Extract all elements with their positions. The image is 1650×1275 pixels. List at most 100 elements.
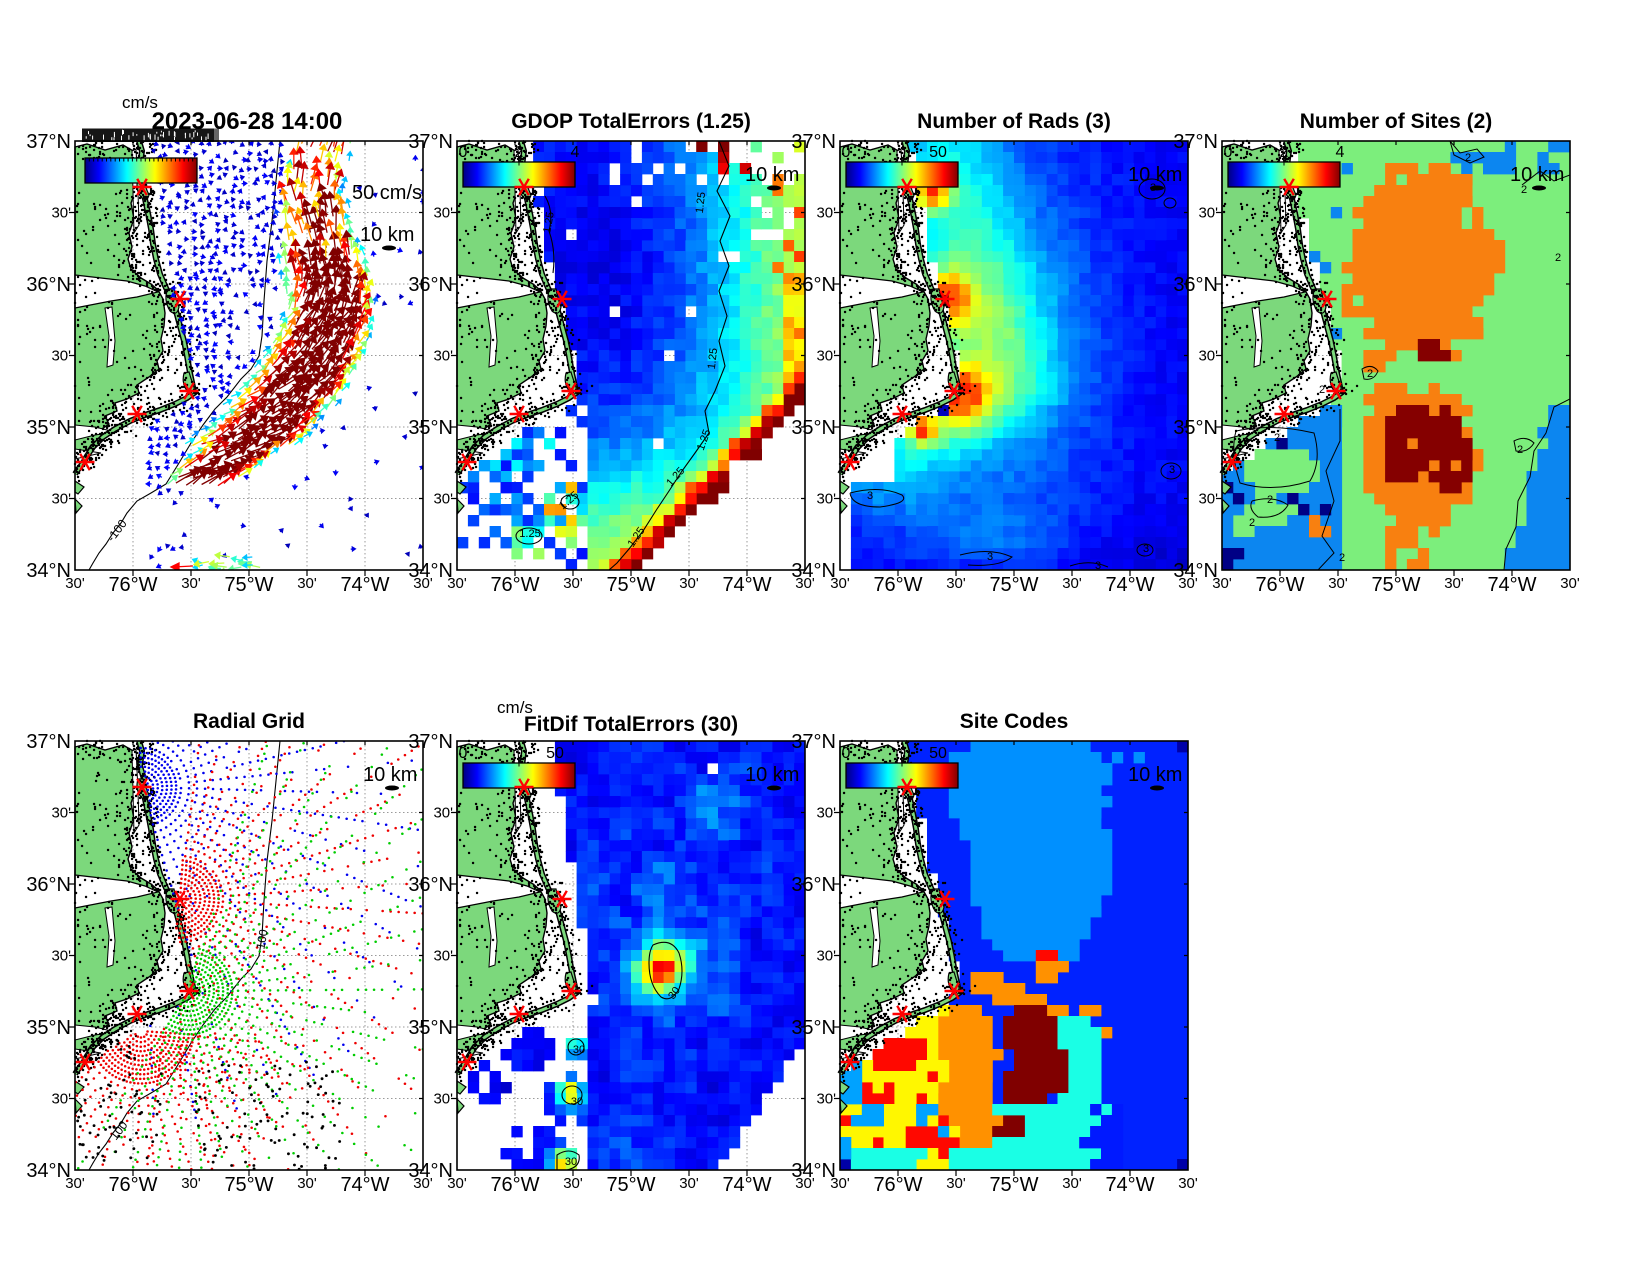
svg-text:3: 3: [1095, 560, 1101, 572]
svg-text:30': 30': [816, 491, 836, 508]
svg-text:3: 3: [1169, 464, 1175, 476]
svg-text:30': 30': [1178, 1175, 1198, 1192]
svg-text:cm/s: cm/s: [122, 93, 158, 112]
svg-text:30': 30': [413, 575, 433, 592]
svg-text:2: 2: [515, 144, 524, 161]
svg-text:30: 30: [573, 1044, 585, 1056]
svg-text:30': 30': [816, 348, 836, 365]
svg-text:34°N: 34°N: [408, 560, 453, 582]
svg-text:4: 4: [571, 144, 580, 161]
svg-text:1.25: 1.25: [519, 528, 540, 540]
svg-text:75°W: 75°W: [606, 574, 655, 596]
svg-text:37°N: 37°N: [26, 131, 71, 153]
svg-text:30': 30': [816, 805, 836, 822]
svg-text:30': 30': [679, 1175, 699, 1192]
svg-text:36°N: 36°N: [1173, 274, 1218, 296]
svg-text:35°N: 35°N: [408, 1017, 453, 1039]
svg-text:35°N: 35°N: [791, 417, 836, 439]
svg-text:74°W: 74°W: [1105, 574, 1154, 596]
svg-text:75°W: 75°W: [989, 1174, 1038, 1196]
svg-text:30': 30': [433, 205, 453, 222]
svg-text:10 km: 10 km: [745, 764, 799, 786]
svg-text:30': 30': [795, 575, 815, 592]
svg-text:10 km: 10 km: [1510, 164, 1564, 186]
svg-text:30': 30': [181, 575, 201, 592]
svg-text:0: 0: [1224, 144, 1233, 161]
svg-text:2: 2: [1249, 517, 1255, 529]
svg-text:30': 30': [51, 348, 71, 365]
svg-text:75°W: 75°W: [1371, 574, 1420, 596]
svg-text:36°N: 36°N: [26, 274, 71, 296]
svg-text:0: 0: [842, 745, 851, 762]
svg-text:30: 30: [571, 1096, 583, 1108]
svg-text:34°N: 34°N: [26, 1160, 71, 1182]
svg-text:30': 30': [1198, 205, 1218, 222]
svg-text:30': 30': [51, 1091, 71, 1108]
svg-text:76°W: 76°W: [108, 574, 157, 596]
svg-text:30': 30': [816, 948, 836, 965]
svg-text:10 km: 10 km: [363, 764, 417, 786]
svg-text:GDOP TotalErrors (1.25): GDOP TotalErrors (1.25): [511, 110, 751, 133]
svg-text:0: 0: [459, 745, 468, 762]
svg-text:Site Codes: Site Codes: [960, 710, 1069, 733]
svg-text:75°W: 75°W: [224, 574, 273, 596]
svg-text:34°N: 34°N: [26, 560, 71, 582]
svg-text:30': 30': [830, 1175, 850, 1192]
svg-text:30': 30': [563, 575, 583, 592]
svg-text:1.25: 1.25: [541, 211, 557, 234]
svg-text:76°W: 76°W: [490, 1174, 539, 1196]
svg-text:50: 50: [929, 144, 947, 161]
svg-text:4: 4: [1336, 144, 1345, 161]
svg-text:2: 2: [1517, 444, 1523, 456]
svg-text:2: 2: [1339, 552, 1345, 564]
svg-text:30': 30': [1062, 1175, 1082, 1192]
svg-text:34°N: 34°N: [791, 1160, 836, 1182]
svg-text:30': 30': [65, 575, 85, 592]
svg-text:30': 30': [830, 575, 850, 592]
svg-text:37°N: 37°N: [408, 731, 453, 753]
svg-text:30': 30': [433, 491, 453, 508]
svg-text:30': 30': [946, 575, 966, 592]
svg-text:3: 3: [867, 490, 873, 502]
svg-text:35°N: 35°N: [26, 1017, 71, 1039]
svg-text:30: 30: [565, 1156, 577, 1168]
svg-text:35°N: 35°N: [1173, 417, 1218, 439]
svg-text:75°W: 75°W: [989, 574, 1038, 596]
svg-text:74°W: 74°W: [340, 574, 389, 596]
svg-text:37°N: 37°N: [26, 731, 71, 753]
svg-text:FitDif TotalErrors (30): FitDif TotalErrors (30): [524, 713, 738, 736]
svg-text:76°W: 76°W: [108, 1174, 157, 1196]
svg-text:36°N: 36°N: [791, 274, 836, 296]
svg-text:Number of Sites (2): Number of Sites (2): [1300, 110, 1493, 133]
svg-text:30': 30': [1328, 575, 1348, 592]
svg-text:74°W: 74°W: [1105, 1174, 1154, 1196]
svg-text:30': 30': [65, 1175, 85, 1192]
svg-text:35°N: 35°N: [26, 417, 71, 439]
svg-text:0: 0: [842, 144, 851, 161]
svg-text:30': 30': [1560, 575, 1580, 592]
svg-text:37°N: 37°N: [408, 131, 453, 153]
svg-text:30': 30': [51, 491, 71, 508]
svg-text:30': 30': [297, 1175, 317, 1192]
svg-text:1.25: 1.25: [694, 191, 709, 214]
svg-text:30': 30': [181, 1175, 201, 1192]
svg-text:30': 30': [1444, 575, 1464, 592]
svg-text:2: 2: [1555, 252, 1561, 264]
svg-text:10 km: 10 km: [1128, 764, 1182, 786]
svg-text:3: 3: [1143, 543, 1149, 555]
svg-text:74°W: 74°W: [340, 1174, 389, 1196]
svg-text:30: 30: [666, 985, 683, 1002]
svg-text:30': 30': [1198, 348, 1218, 365]
svg-text:30': 30': [433, 805, 453, 822]
svg-text:30': 30': [946, 1175, 966, 1192]
svg-text:36°N: 36°N: [791, 874, 836, 896]
svg-text:34°N: 34°N: [791, 560, 836, 582]
svg-text:30': 30': [816, 205, 836, 222]
svg-text:cm/s: cm/s: [497, 698, 533, 717]
svg-text:10 km: 10 km: [745, 164, 799, 186]
svg-text:30': 30': [1178, 575, 1198, 592]
svg-text:36°N: 36°N: [408, 274, 453, 296]
svg-text:34°N: 34°N: [408, 1160, 453, 1182]
svg-text:50: 50: [546, 745, 564, 762]
svg-text:0: 0: [459, 144, 468, 161]
